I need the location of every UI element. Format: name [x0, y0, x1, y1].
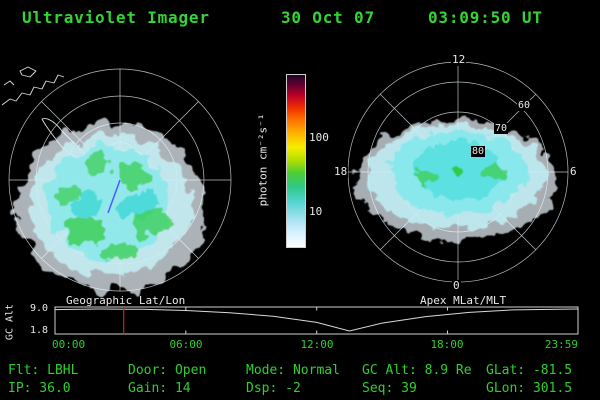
- south-america-coast: [1, 74, 65, 106]
- mlt-label-18: 18: [333, 165, 349, 178]
- mlat-label-80: 80: [471, 146, 486, 157]
- aurora-green-patch: [130, 212, 170, 238]
- time-tick-0600: 06:00: [169, 338, 203, 351]
- gcalt-ymin-label: 1.8: [29, 325, 48, 336]
- gcalt-hour-ticks: [54, 307, 579, 334]
- aurora-green-patch: [117, 163, 151, 187]
- status-mode: Mode: Normal: [246, 363, 340, 378]
- status-door: Door: Open: [128, 363, 207, 378]
- aurora-emission-apex: [356, 120, 556, 240]
- status-glat: GLat: -81.5: [486, 363, 573, 378]
- aurora-center-spot: [451, 165, 465, 179]
- date-label: 30 Oct 07: [281, 8, 375, 27]
- colorbar-tick-100: 100: [309, 131, 329, 144]
- mlat-label-70: 70: [494, 123, 509, 134]
- colorbar-units-label: photon cm⁻²s⁻¹: [256, 113, 270, 207]
- gcalt-altitude-curve: [54, 308, 579, 332]
- mlt-label-6: 6: [569, 165, 578, 178]
- aurora-green-patch: [83, 158, 109, 176]
- satellite-track: [107, 179, 121, 214]
- island-coast: [3, 80, 15, 86]
- status-glon: GLon: 301.5: [486, 381, 573, 396]
- geographic-panel: [1, 66, 232, 292]
- aurora-cyan-patch: [74, 193, 106, 217]
- time-label: 03:09:50 UT: [428, 8, 543, 27]
- colorbar-tick-10: 10: [309, 205, 323, 218]
- aurora-emission-geographic: [16, 123, 208, 291]
- gcalt-strip-chart: [54, 306, 579, 335]
- time-tick-1200: 12:00: [300, 338, 334, 351]
- aurora-green-patch: [102, 239, 138, 261]
- time-tick-0000: 00:00: [52, 338, 86, 351]
- gcalt-axis-title: GC Alt: [4, 303, 16, 341]
- apex-panel: [347, 61, 569, 283]
- aurora-green-patch: [476, 163, 504, 181]
- aurora-green-patch: [60, 216, 104, 246]
- gcalt-ymax-label: 9.0: [29, 303, 48, 314]
- left-panel-caption: Geographic Lat/Lon: [66, 294, 186, 307]
- mlat-label-60: 60: [517, 100, 532, 111]
- mlt-label-0: 0: [452, 279, 461, 292]
- mlt-label-12: 12: [451, 53, 467, 66]
- status-ip: IP: 36.0: [8, 381, 71, 396]
- status-gain: Gain: 14: [128, 381, 191, 396]
- colorbar: [286, 74, 306, 248]
- aurora-green-patch: [414, 170, 438, 186]
- status-seq: Seq: 39: [362, 381, 417, 396]
- right-panel-caption: Apex MLat/MLT: [420, 294, 507, 307]
- time-tick-2359: 23:59: [544, 338, 578, 351]
- status-gc-alt: GC Alt: 8.9 Re: [362, 363, 472, 378]
- status-dsp: Dsp: -2: [246, 381, 301, 396]
- aurora-green-patch: [54, 186, 78, 204]
- time-tick-1800: 18:00: [430, 338, 464, 351]
- island-coast: [19, 66, 37, 78]
- app-title: Ultraviolet Imager: [22, 8, 210, 27]
- status-flt: Flt: LBHL: [8, 363, 79, 378]
